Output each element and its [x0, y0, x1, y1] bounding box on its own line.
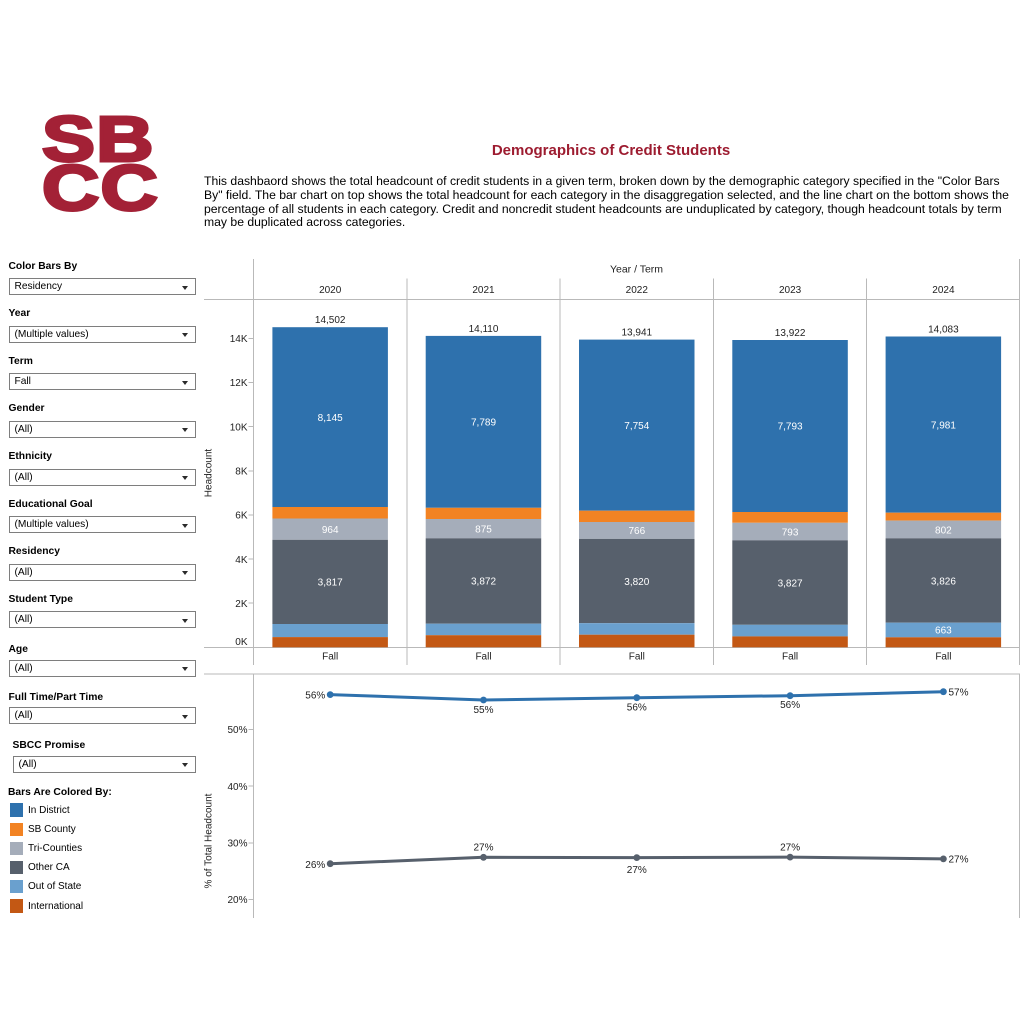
svg-text:2K: 2K — [235, 599, 248, 610]
svg-text:10K: 10K — [230, 422, 248, 433]
svg-text:56%: 56% — [627, 702, 647, 713]
svg-text:14,083: 14,083 — [928, 325, 959, 336]
svg-text:0K: 0K — [235, 637, 248, 648]
svg-text:964: 964 — [322, 525, 339, 536]
svg-text:27%: 27% — [780, 843, 800, 854]
svg-text:Fall: Fall — [935, 652, 951, 663]
svg-text:4K: 4K — [235, 555, 248, 566]
svg-text:56%: 56% — [305, 690, 325, 701]
svg-text:7,754: 7,754 — [624, 421, 649, 432]
svg-text:2024: 2024 — [932, 285, 955, 296]
svg-text:7,793: 7,793 — [778, 422, 803, 433]
svg-text:2023: 2023 — [779, 285, 802, 296]
svg-text:8,145: 8,145 — [318, 413, 343, 424]
svg-text:40%: 40% — [227, 782, 247, 793]
svg-text:14,110: 14,110 — [469, 324, 499, 335]
svg-text:27%: 27% — [949, 855, 969, 866]
svg-text:8K: 8K — [235, 467, 248, 478]
svg-text:27%: 27% — [627, 865, 647, 876]
svg-text:14,502: 14,502 — [315, 315, 346, 326]
svg-text:20%: 20% — [227, 895, 247, 906]
svg-text:13,922: 13,922 — [775, 328, 806, 339]
svg-text:14K: 14K — [230, 334, 248, 345]
svg-text:13,941: 13,941 — [622, 328, 653, 339]
svg-text:27%: 27% — [473, 843, 493, 854]
svg-text:802: 802 — [935, 525, 952, 536]
svg-text:875: 875 — [475, 524, 492, 535]
svg-text:56%: 56% — [780, 700, 800, 711]
svg-text:2021: 2021 — [472, 285, 495, 296]
svg-text:3,820: 3,820 — [624, 577, 649, 588]
svg-text:663: 663 — [935, 626, 952, 637]
svg-text:55%: 55% — [473, 705, 493, 716]
svg-text:Year / Term: Year / Term — [610, 264, 663, 276]
svg-text:3,826: 3,826 — [931, 576, 956, 587]
svg-text:Headcount: Headcount — [204, 449, 215, 498]
svg-text:Fall: Fall — [629, 652, 645, 663]
svg-text:12K: 12K — [230, 378, 248, 389]
svg-text:6K: 6K — [235, 511, 248, 522]
svg-text:7,981: 7,981 — [931, 420, 956, 431]
svg-text:26%: 26% — [305, 860, 325, 871]
svg-text:Fall: Fall — [475, 652, 491, 663]
svg-text:3,827: 3,827 — [778, 578, 803, 589]
svg-text:2022: 2022 — [626, 285, 649, 296]
svg-text:57%: 57% — [949, 687, 969, 698]
svg-text:766: 766 — [628, 526, 645, 537]
svg-text:Fall: Fall — [322, 652, 338, 663]
svg-text:7,789: 7,789 — [471, 418, 496, 429]
svg-text:% of Total Headcount: % of Total Headcount — [204, 793, 215, 888]
svg-text:50%: 50% — [227, 725, 247, 736]
svg-text:30%: 30% — [227, 839, 247, 850]
svg-text:Fall: Fall — [782, 652, 798, 663]
svg-text:2020: 2020 — [319, 285, 342, 296]
svg-text:3,872: 3,872 — [471, 577, 496, 588]
svg-text:3,817: 3,817 — [318, 578, 343, 589]
svg-text:793: 793 — [782, 527, 799, 538]
